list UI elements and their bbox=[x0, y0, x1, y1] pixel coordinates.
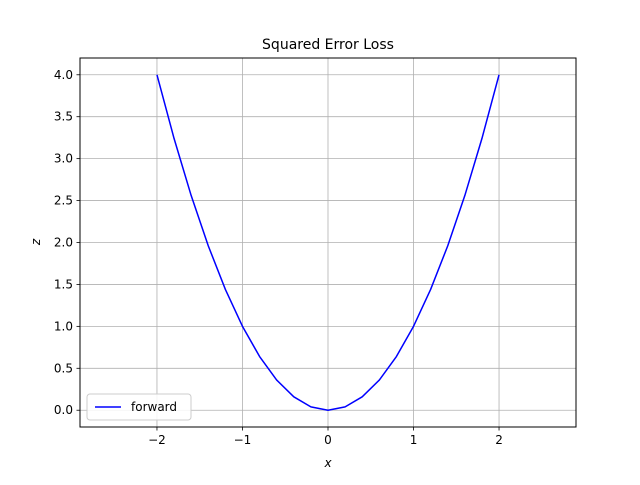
y-axis-label: z bbox=[29, 238, 43, 246]
y-tick-label: 4.0 bbox=[54, 68, 73, 82]
x-tick-label: −2 bbox=[148, 433, 166, 447]
x-tick-label: 0 bbox=[324, 433, 332, 447]
x-tick-label: 1 bbox=[410, 433, 418, 447]
y-tick-label: 3.0 bbox=[54, 152, 73, 166]
y-tick-label: 1.0 bbox=[54, 319, 73, 333]
y-tick-label: 2.0 bbox=[54, 236, 73, 250]
legend: forward bbox=[86, 393, 192, 421]
legend-label-forward: forward bbox=[131, 400, 177, 414]
y-tick-label: 0.5 bbox=[54, 361, 73, 375]
x-axis-label: x bbox=[323, 456, 332, 470]
x-tick-label: −1 bbox=[234, 433, 252, 447]
y-tick-label: 2.5 bbox=[54, 194, 73, 208]
y-tick-label: 0.0 bbox=[54, 403, 73, 417]
x-tick-label: 2 bbox=[495, 433, 503, 447]
y-tick-label: 1.5 bbox=[54, 277, 73, 291]
chart-title: Squared Error Loss bbox=[262, 37, 394, 53]
tick-layer: −2 −1 0 1 2 0.0 0.5 1.0 1.5 2.0 2.5 3.0 3.5 4.0 bbox=[54, 68, 503, 447]
y-tick-label: 3.5 bbox=[54, 110, 73, 124]
grid-layer bbox=[80, 58, 576, 427]
legend-box bbox=[86, 393, 192, 421]
series-layer bbox=[156, 74, 500, 411]
series-line-forward bbox=[156, 74, 500, 411]
